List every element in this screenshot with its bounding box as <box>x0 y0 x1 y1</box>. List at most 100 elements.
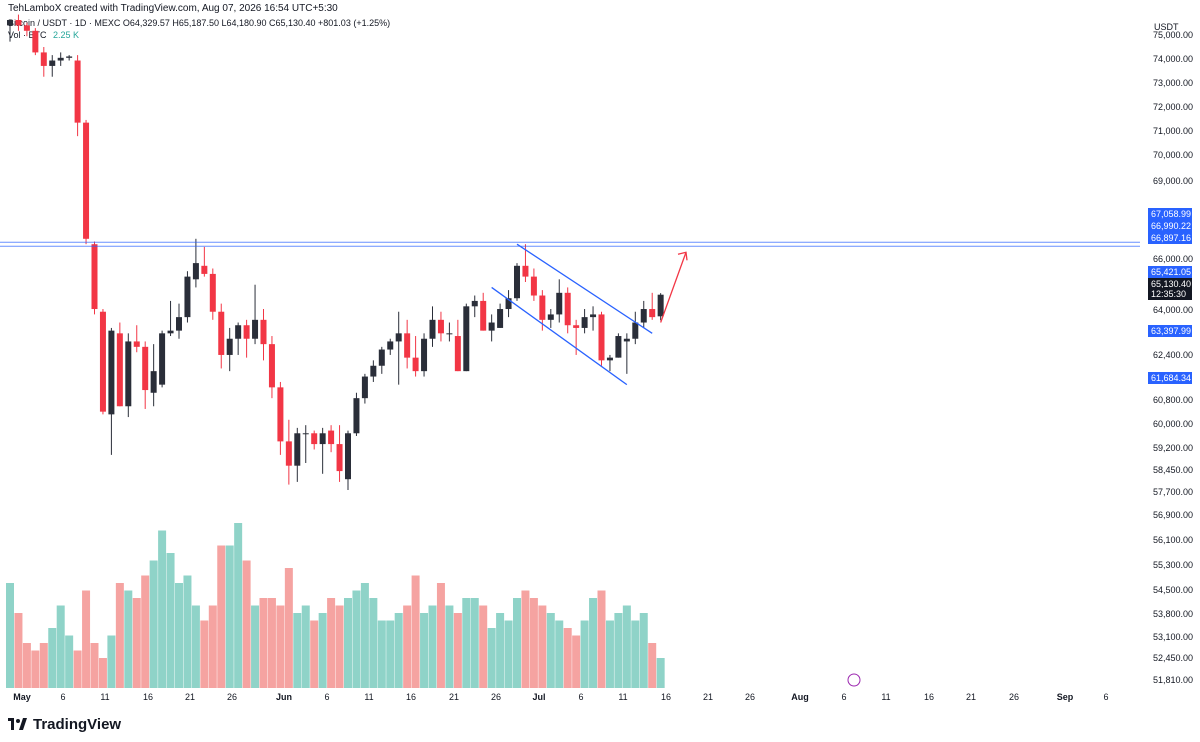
candle-body <box>49 60 56 66</box>
volume-bar <box>22 643 31 688</box>
candle-body <box>99 311 106 412</box>
price-axis-label: 64,000.00 <box>1153 305 1193 315</box>
candle-body <box>91 244 98 310</box>
symbol-name[interactable]: Bitcoin / USDT · 1D · MEXC <box>8 18 121 28</box>
price-tag <box>1148 266 1192 278</box>
price-axis-label: 56,100.00 <box>1153 535 1193 545</box>
price-axis-label: 62,400.00 <box>1153 350 1193 360</box>
candle-body <box>505 298 512 310</box>
candle-body <box>649 309 656 318</box>
volume-bar <box>411 575 420 688</box>
candle-body <box>370 365 377 377</box>
candle-body <box>454 336 461 372</box>
date-axis-label: 16 <box>924 692 934 702</box>
price-axis-label: 53,800.00 <box>1153 609 1193 619</box>
candle-body <box>40 52 47 66</box>
candle-body <box>640 309 647 323</box>
candle-body <box>463 306 470 372</box>
volume-bar <box>344 598 352 688</box>
candle-body <box>345 433 351 480</box>
volume-value: 2.25 K <box>53 30 80 40</box>
volume-bar <box>487 628 496 688</box>
projection-arrow <box>660 252 687 323</box>
price-tag-label: 66,897.16 <box>1151 233 1191 243</box>
candle-body <box>252 319 259 339</box>
date-axis-label: 21 <box>966 692 976 702</box>
candle-body <box>66 56 73 58</box>
symbol-header[interactable]: Bitcoin / USDT · 1D · MEXC O64,329.57 H6… <box>8 18 390 28</box>
candle-body <box>328 430 335 445</box>
volume-bar <box>267 598 276 688</box>
volume-bar <box>115 583 124 688</box>
candle-body <box>606 357 613 361</box>
currency-label[interactable]: USDT <box>1154 22 1179 32</box>
volume-bar <box>107 635 116 688</box>
price-tag <box>1148 208 1192 220</box>
volume-bar <box>386 620 395 688</box>
volume-bar <box>217 545 226 688</box>
volume-bar <box>580 620 589 688</box>
volume-bar <box>259 598 268 688</box>
volume-bar <box>428 605 437 688</box>
volume-bar <box>14 613 23 688</box>
ohlc-readout: O64,329.57 H65,187.50 L64,180.90 C65,130… <box>122 18 391 28</box>
volume-bar <box>318 613 327 688</box>
event-badge-icon <box>847 673 861 687</box>
candle-body <box>412 357 419 372</box>
channel-trendline <box>491 286 628 386</box>
candle-body <box>522 265 529 277</box>
candle-body <box>446 333 453 335</box>
price-tags: 67,058.99 66,990.22 66,897.16 65,421.05 65,1… <box>847 208 1192 687</box>
volume-bar <box>529 598 538 688</box>
volume-bar <box>360 583 369 688</box>
price-tag-label: 63,397.99 <box>1151 326 1191 336</box>
volume-bar <box>605 620 614 688</box>
price-axis-label: 72,000.00 <box>1153 102 1193 112</box>
date-axis-label: 6 <box>578 692 583 702</box>
candle-body <box>547 314 554 320</box>
volume-bar <box>614 613 623 688</box>
candle-body <box>421 338 428 372</box>
volume-bar <box>200 620 209 688</box>
volume-bar <box>39 643 48 688</box>
candle-body <box>488 322 495 331</box>
date-axis-label: Sep <box>1057 692 1074 702</box>
candle-body <box>404 333 411 358</box>
volume-bar <box>597 590 606 688</box>
price-tag <box>1148 325 1192 337</box>
candle-body <box>429 319 436 339</box>
price-tag <box>1148 372 1192 384</box>
volume-bar <box>141 575 150 688</box>
date-axis-label: Jun <box>276 692 292 702</box>
candle-body <box>657 294 664 317</box>
candle-body <box>108 330 115 415</box>
candle-layer <box>7 14 664 490</box>
volume-bar <box>453 613 462 688</box>
tradingview-logo[interactable]: TradingView <box>8 716 121 733</box>
price-axis-label: 75,000.00 <box>1153 30 1193 40</box>
volume-bar <box>369 598 378 688</box>
candle-body <box>277 387 284 442</box>
candle-body <box>226 338 233 355</box>
candle-body <box>336 444 343 472</box>
candle-body <box>142 346 149 391</box>
volume-bar <box>73 650 82 688</box>
volume-bar <box>31 650 40 688</box>
volume-bar <box>48 628 57 688</box>
candle-body <box>319 433 326 445</box>
candle-body <box>7 20 13 26</box>
volume-bar <box>82 590 91 688</box>
candle-body <box>302 433 309 435</box>
volume-bar <box>124 590 133 688</box>
price-axis-label: 55,300.00 <box>1153 560 1193 570</box>
date-axis-label: 6 <box>1103 692 1108 702</box>
volume-bar <box>293 613 302 688</box>
candle-body <box>497 309 504 328</box>
price-tag-label: 65,130.40 <box>1151 279 1191 289</box>
price-axis-label: 74,000.00 <box>1153 54 1193 64</box>
volume-bar <box>513 598 521 688</box>
date-axis-label: 6 <box>841 692 846 702</box>
volume-bar <box>183 575 192 688</box>
candle-body <box>623 338 630 342</box>
